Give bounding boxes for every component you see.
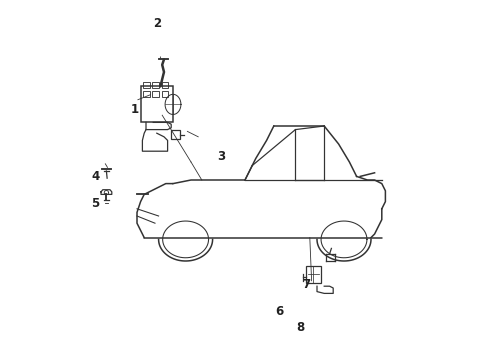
Text: 2: 2 bbox=[153, 17, 161, 30]
Text: 3: 3 bbox=[218, 150, 226, 163]
Bar bbox=[143, 91, 149, 97]
Text: 6: 6 bbox=[275, 305, 283, 318]
Bar bbox=[143, 82, 149, 88]
Bar bbox=[162, 82, 169, 88]
Text: 4: 4 bbox=[92, 170, 100, 183]
Text: 1: 1 bbox=[131, 103, 139, 116]
Text: 5: 5 bbox=[92, 197, 100, 210]
Bar bbox=[162, 91, 169, 97]
Bar bbox=[152, 91, 159, 97]
Bar bbox=[306, 266, 320, 283]
Bar bbox=[141, 86, 173, 122]
Bar bbox=[152, 82, 159, 88]
Text: 8: 8 bbox=[296, 321, 305, 334]
Bar bbox=[171, 130, 180, 139]
Text: 7: 7 bbox=[302, 278, 310, 291]
